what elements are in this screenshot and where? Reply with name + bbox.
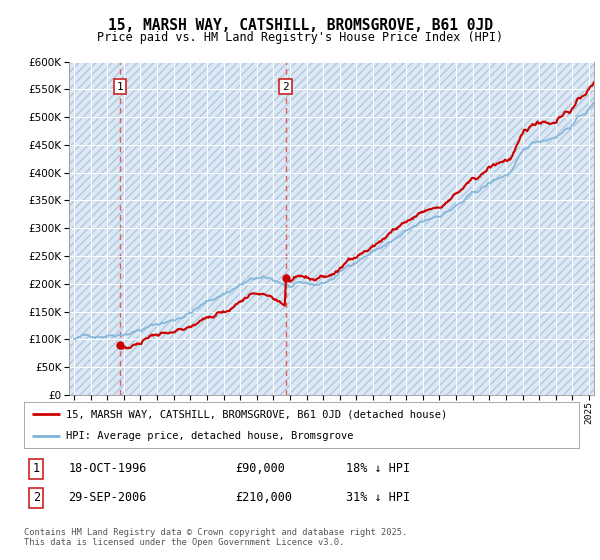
Text: 2: 2 [282,82,289,92]
Text: £210,000: £210,000 [235,492,292,505]
Text: 29-SEP-2006: 29-SEP-2006 [68,492,147,505]
Text: 2: 2 [32,492,40,505]
Text: 1: 1 [32,463,40,475]
Text: HPI: Average price, detached house, Bromsgrove: HPI: Average price, detached house, Brom… [65,431,353,441]
Text: 15, MARSH WAY, CATSHILL, BROMSGROVE, B61 0JD: 15, MARSH WAY, CATSHILL, BROMSGROVE, B61… [107,18,493,33]
Text: 18% ↓ HPI: 18% ↓ HPI [346,463,410,475]
Text: Contains HM Land Registry data © Crown copyright and database right 2025.
This d: Contains HM Land Registry data © Crown c… [24,528,407,547]
Text: Price paid vs. HM Land Registry's House Price Index (HPI): Price paid vs. HM Land Registry's House … [97,31,503,44]
Text: 31% ↓ HPI: 31% ↓ HPI [346,492,410,505]
Text: £90,000: £90,000 [235,463,285,475]
Text: 1: 1 [117,82,124,92]
Text: 15, MARSH WAY, CATSHILL, BROMSGROVE, B61 0JD (detached house): 15, MARSH WAY, CATSHILL, BROMSGROVE, B61… [65,409,447,419]
Text: 18-OCT-1996: 18-OCT-1996 [68,463,147,475]
